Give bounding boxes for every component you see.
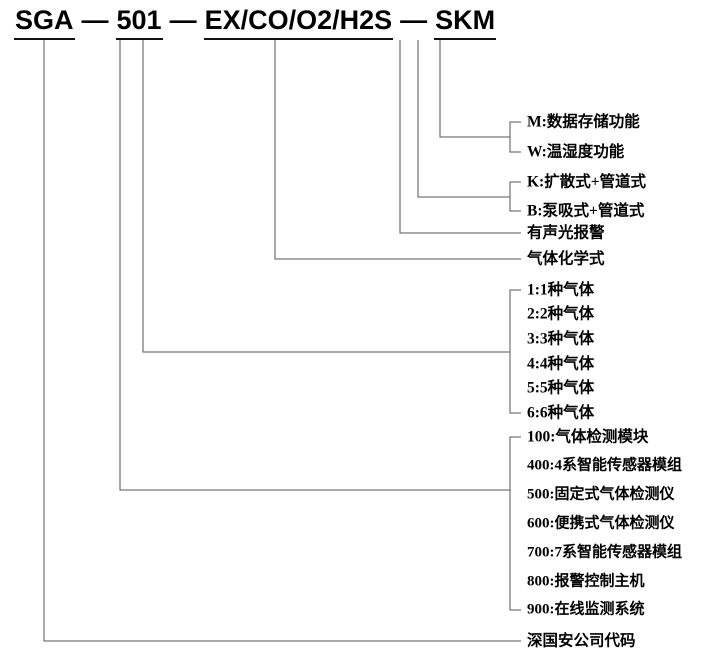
code-segment-series: 501: [115, 5, 163, 40]
leader-sampling-mode: [417, 40, 510, 198]
label-sampling-mode-b: B:泵吸式+管道式: [527, 202, 645, 220]
model-code-header: SGA — 501 — EX/CO/O2/H2S — SKM: [14, 5, 497, 40]
bracket-product-series: [509, 436, 521, 611]
label-product-series-600: 600:便携式气体检测仪: [527, 515, 675, 532]
label-product-series-800: 800:报警控制主机: [527, 573, 645, 590]
bracket-sampling-mode: [509, 181, 521, 212]
bracket-data-storage: [509, 121, 521, 153]
label-company-code: 深国安公司代码: [527, 632, 636, 650]
code-dash-2: —: [169, 5, 197, 35]
label-gas-count-1: 1:1种气体: [527, 281, 595, 299]
label-data-storage-w: W:温湿度功能: [527, 143, 625, 161]
label-product-series-700: 700:7系智能传感器模组: [527, 544, 682, 561]
label-gas-count-2: 2:2种气体: [527, 305, 595, 323]
leader-gas-count: [142, 40, 510, 353]
leader-gas-formula: [274, 40, 521, 260]
label-product-series-100: 100:气体检测模块: [527, 428, 649, 446]
bracket-gas-count: [509, 289, 521, 414]
label-gas-count-6: 6:6种气体: [527, 404, 595, 422]
code-segment-options: SKM: [434, 5, 497, 40]
code-dash-1: —: [81, 5, 109, 35]
label-product-series-900: 900:在线监测系统: [527, 601, 645, 618]
label-gas-count-5: 5:5种气体: [527, 379, 595, 397]
code-segment-brand: SGA: [14, 5, 75, 40]
label-sampling-mode-k: K:扩散式+管道式: [527, 173, 647, 191]
leader-product-series: [119, 40, 510, 491]
label-gas-count-4: 4:4种气体: [527, 355, 595, 373]
leader-data-storage: [439, 40, 510, 138]
label-gas-count-3: 3:3种气体: [527, 330, 595, 348]
leader-company-code: [43, 40, 521, 642]
label-product-series-400: 400:4系智能传感器模组: [527, 457, 682, 474]
label-data-storage-m: M:数据存储功能: [527, 113, 640, 131]
label-alarm-type: 有声光报警: [527, 224, 605, 242]
code-segment-gas: EX/CO/O2/H2S: [203, 5, 394, 40]
code-dash-3: —: [400, 5, 428, 35]
label-gas-formula: 气体化学式: [527, 250, 605, 268]
leader-alarm-type: [399, 40, 521, 234]
label-product-series-500: 500:固定式气体检测仪: [527, 486, 675, 503]
